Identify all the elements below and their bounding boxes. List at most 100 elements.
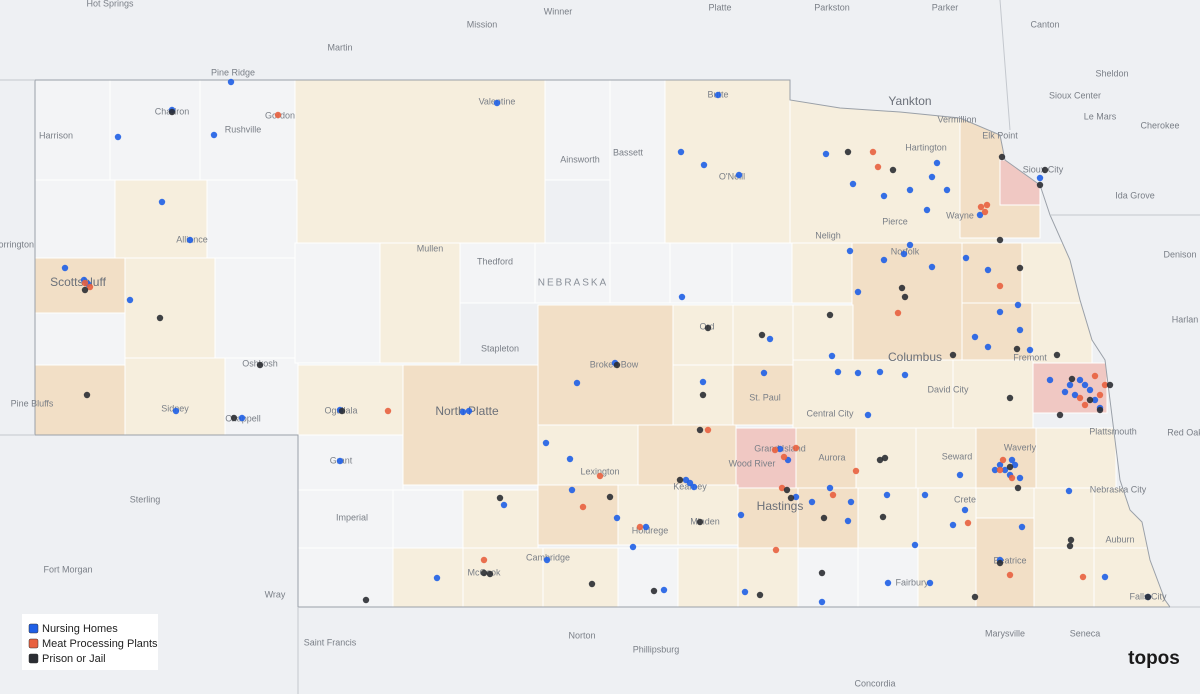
facility-dot (999, 456, 1007, 464)
facility-dot (984, 343, 992, 351)
place-label: Beatrice (993, 555, 1026, 565)
facility-dot (844, 517, 852, 525)
facility-dot (704, 426, 712, 434)
county (1035, 427, 1117, 489)
facility-dot (704, 324, 712, 332)
facility-dot (1061, 388, 1069, 396)
place-label: Harrison (39, 130, 73, 140)
county (35, 364, 126, 436)
facility-dot (480, 556, 488, 564)
facility-dot (977, 203, 985, 211)
county (917, 547, 977, 607)
facility-dot (496, 494, 504, 502)
facility-dot (898, 284, 906, 292)
facility-dot (1016, 264, 1024, 272)
facility-dot (629, 543, 637, 551)
facility-dot (81, 279, 89, 287)
facility-dot (900, 250, 908, 258)
facility-dot (906, 186, 914, 194)
facility-dot (493, 99, 501, 107)
legend-label: Nursing Homes (42, 623, 118, 635)
place-label: Sioux Center (1049, 90, 1101, 100)
legend-swatch (28, 638, 39, 649)
facility-dot (699, 391, 707, 399)
county (35, 80, 111, 181)
facility-dot (1006, 463, 1014, 471)
facility-dot (881, 454, 889, 462)
place-label: Ainsworth (560, 154, 600, 164)
facility-dot (847, 498, 855, 506)
place-label: Elk Point (982, 130, 1018, 140)
facility-dot (158, 198, 166, 206)
facility-dot (996, 461, 1004, 469)
facility-dot (336, 457, 344, 465)
place-label: Lexington (580, 466, 619, 476)
place-label: Marysville (985, 628, 1025, 638)
facility-dot (758, 331, 766, 339)
facility-dot (996, 308, 1004, 316)
county (199, 80, 296, 181)
facility-dot (210, 131, 218, 139)
county (797, 547, 859, 607)
facility-dot (566, 455, 574, 463)
facility-dot (964, 519, 972, 527)
facility-dot (844, 148, 852, 156)
place-label: Wood River (729, 458, 776, 468)
facility-dot (1076, 394, 1084, 402)
place-label: Ida Grove (1115, 190, 1155, 200)
facility-dot (971, 333, 979, 341)
place-label: Parkston (814, 2, 850, 12)
place-label: Waverly (1004, 442, 1037, 452)
facility-dot (880, 192, 888, 200)
counties (35, 80, 1170, 607)
facility-dot (1067, 536, 1075, 544)
facility-dot (486, 570, 494, 578)
facility-dot (787, 494, 795, 502)
place-label: Denison (1163, 249, 1196, 259)
facility-dot (238, 414, 246, 422)
facility-dot (1076, 376, 1084, 384)
place-label: Bassett (613, 147, 644, 157)
place-label: Fremont (1013, 352, 1047, 362)
facility-dot (760, 369, 768, 377)
facility-dot (568, 486, 576, 494)
county (961, 242, 1023, 304)
place-label: Thedford (477, 256, 513, 266)
place-label: Mullen (417, 243, 444, 253)
county (392, 489, 464, 549)
place-label: Minden (690, 516, 720, 526)
facility-dot (854, 369, 862, 377)
facility-dot (1053, 351, 1061, 359)
facility-dot (1096, 391, 1104, 399)
facility-dot (741, 588, 749, 596)
facility-dot (921, 491, 929, 499)
county (617, 547, 679, 607)
facility-dot (735, 171, 743, 179)
facility-dot (876, 456, 884, 464)
facility-dot (756, 591, 764, 599)
facility-dot (864, 411, 872, 419)
facility-dot (879, 513, 887, 521)
county (617, 484, 679, 546)
facility-dot (660, 586, 668, 594)
county (792, 359, 954, 431)
county (737, 547, 799, 607)
facility-dot (1081, 381, 1089, 389)
facility-dot (956, 471, 964, 479)
facility-dot (613, 514, 621, 522)
place-label: Hastings (757, 499, 804, 513)
facility-dot (1041, 166, 1049, 174)
facility-dot (901, 293, 909, 301)
facility-dot (772, 546, 780, 554)
place-label: Seward (942, 451, 973, 461)
county (669, 242, 733, 304)
county (537, 424, 639, 486)
facility-dot (256, 361, 264, 369)
facility-dot (808, 498, 816, 506)
facility-dot (1086, 396, 1094, 404)
county (534, 242, 611, 304)
place-label: Pine Ridge (211, 67, 255, 77)
county (851, 242, 963, 364)
place-label: Harlan (1172, 314, 1199, 324)
